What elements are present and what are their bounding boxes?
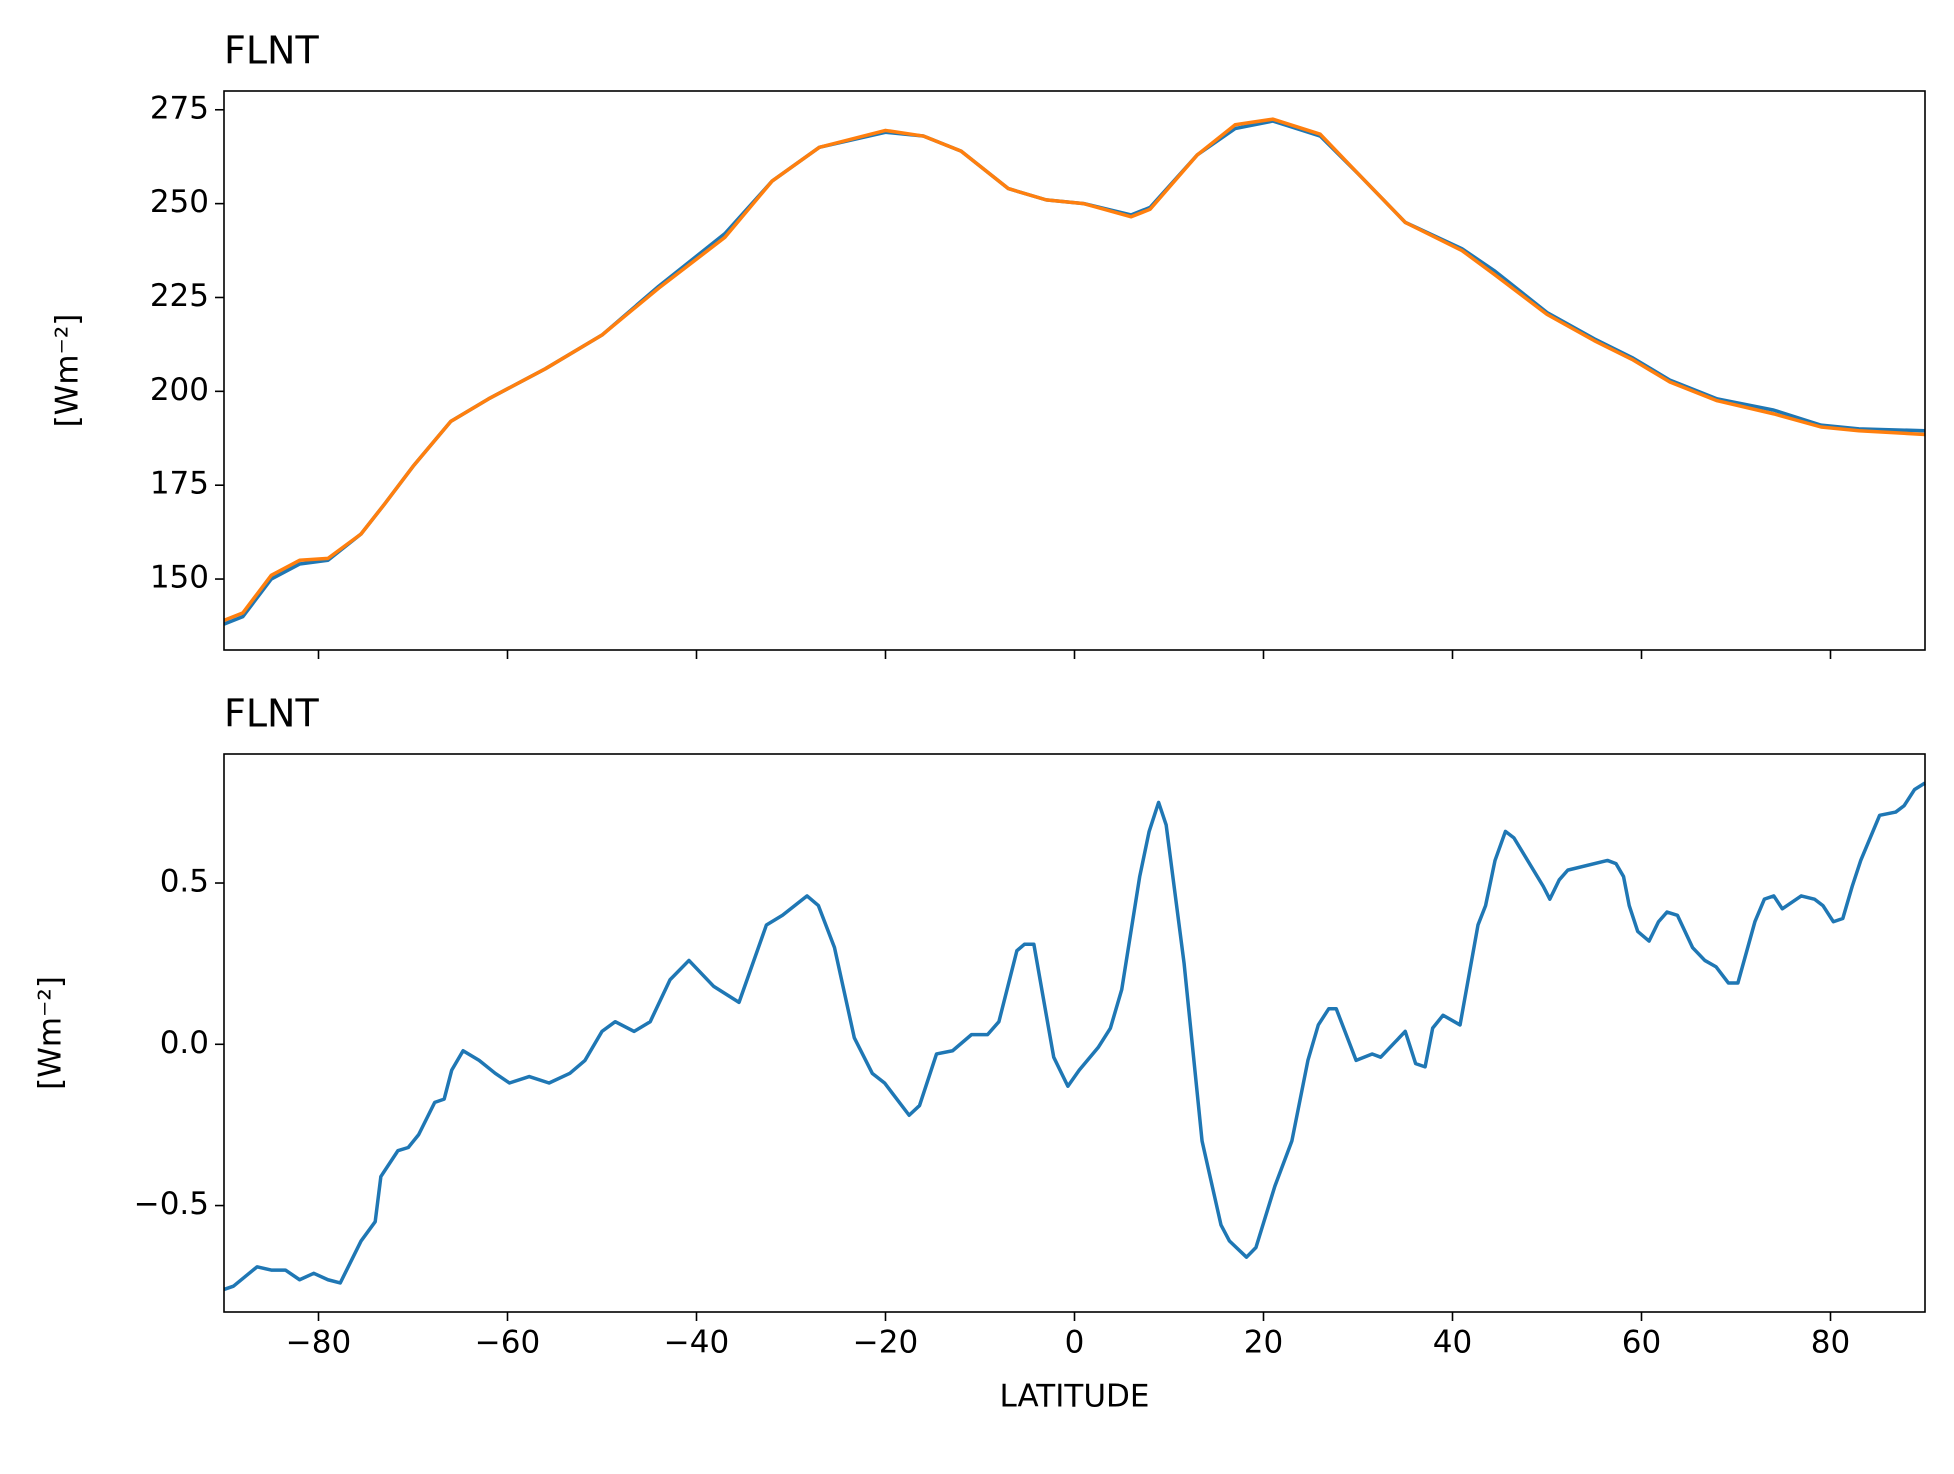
- y-tick-label: 150: [150, 560, 209, 596]
- x-tick-label: 80: [1811, 1325, 1850, 1361]
- data-line: [223, 119, 1926, 626]
- x-tick-label: 40: [1433, 1325, 1472, 1361]
- x-tick-label: 60: [1622, 1325, 1661, 1361]
- y-axis-label: [Wm⁻²]: [50, 314, 86, 428]
- x-tick-label: −40: [664, 1325, 729, 1361]
- y-tick-label: −0.5: [134, 1186, 209, 1222]
- x-tick-label: −60: [475, 1325, 540, 1361]
- x-tick-label: −20: [853, 1325, 918, 1361]
- y-tick-label: 0.0: [160, 1025, 209, 1061]
- plot-frame: [223, 753, 1926, 1313]
- data-line: [223, 781, 1926, 1292]
- x-tick-label: −80: [286, 1325, 351, 1361]
- chart-title: FLNT: [224, 692, 319, 736]
- x-tick-label: 20: [1244, 1325, 1283, 1361]
- plot-frame: [223, 90, 1926, 651]
- y-tick-label: 0.5: [160, 864, 209, 900]
- y-tick-label: 250: [150, 184, 209, 220]
- x-axis-label: LATITUDE: [1000, 1379, 1150, 1415]
- y-tick-label: 225: [150, 278, 209, 314]
- y-tick-label: 175: [150, 466, 209, 502]
- y-axis-label: [Wm⁻²]: [33, 976, 69, 1090]
- data-line: [223, 117, 1926, 622]
- y-tick-label: 200: [150, 372, 209, 408]
- x-tick-label: 0: [1065, 1325, 1085, 1361]
- y-tick-label: 275: [150, 90, 209, 126]
- chart-title: FLNT: [224, 29, 319, 73]
